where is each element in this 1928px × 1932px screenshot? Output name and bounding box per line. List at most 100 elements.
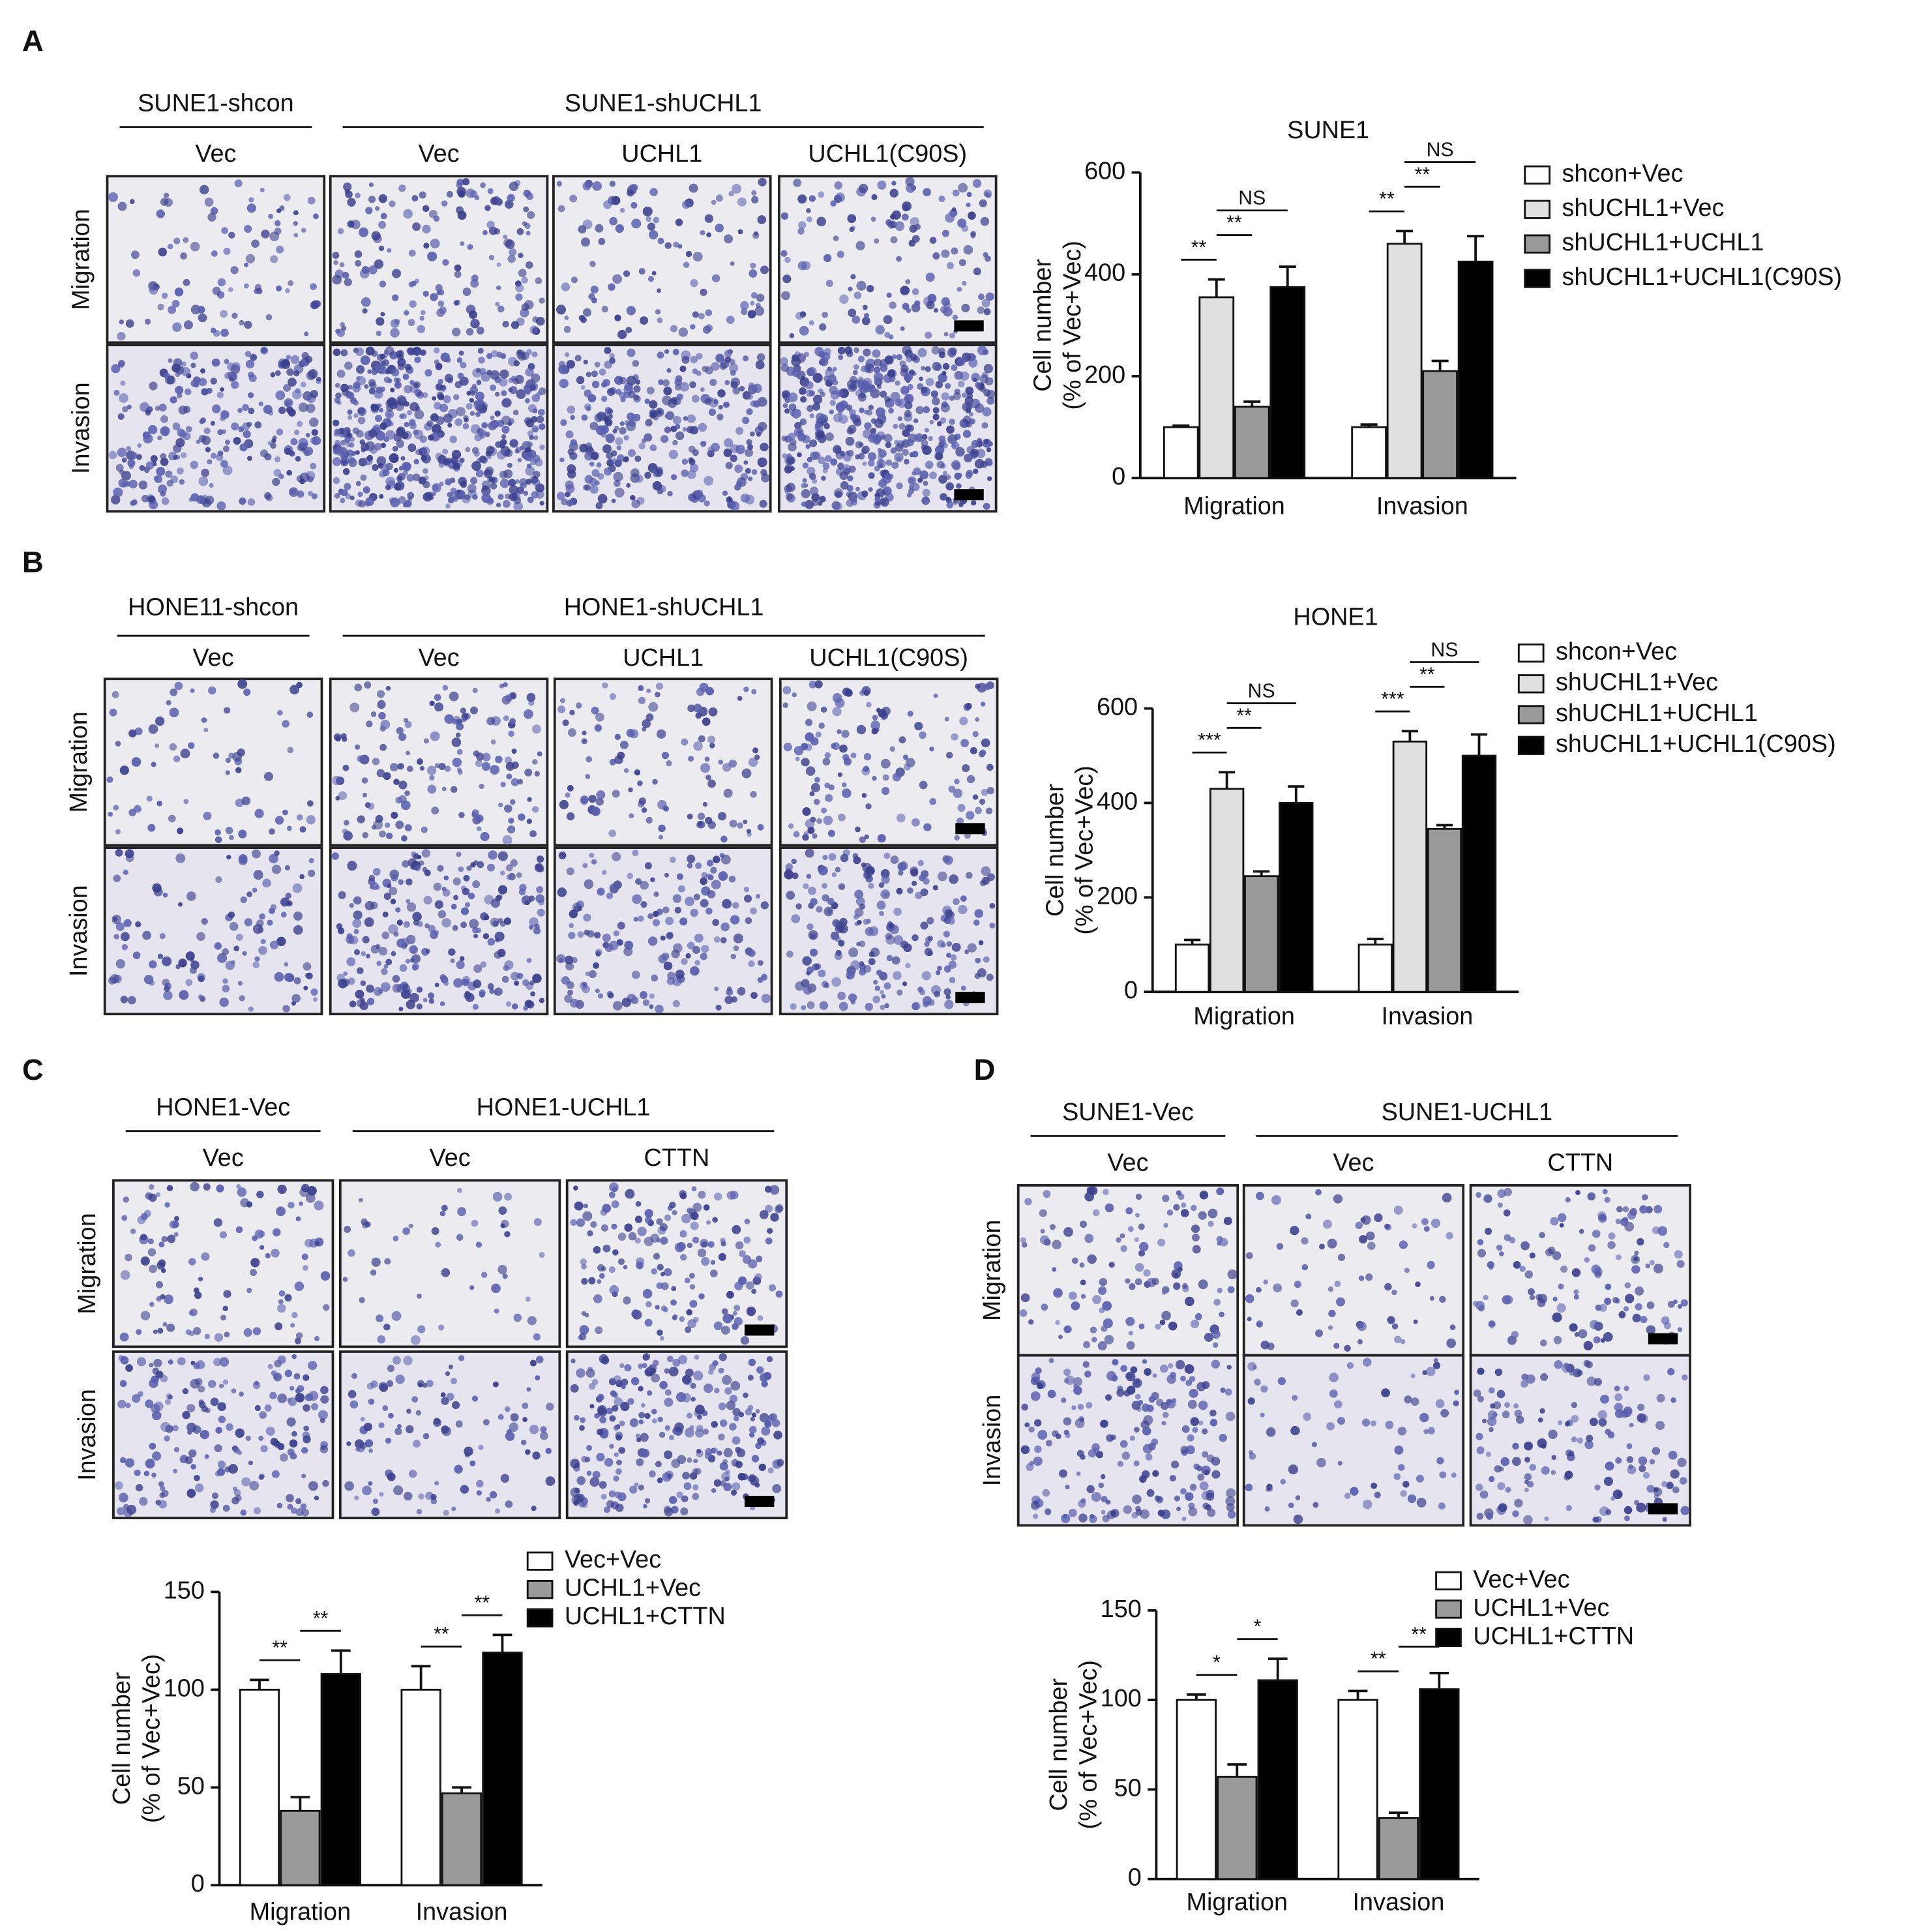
cell (140, 1234, 147, 1241)
cell (722, 1313, 733, 1324)
cell (482, 484, 488, 492)
cell (164, 1294, 173, 1305)
cell (947, 917, 955, 925)
cell (378, 194, 387, 203)
cell (904, 409, 912, 417)
cell (733, 933, 743, 944)
cell (695, 712, 702, 719)
cell (385, 832, 393, 840)
cell (908, 488, 915, 494)
cell (1128, 1226, 1134, 1232)
cell (478, 1444, 484, 1450)
cell (984, 439, 989, 445)
cell (707, 446, 715, 454)
cell (838, 1002, 848, 1011)
cell (443, 413, 453, 423)
cell (1655, 1421, 1665, 1431)
cell (185, 979, 193, 987)
cell (517, 779, 524, 785)
cell (243, 262, 249, 267)
cell (471, 275, 479, 282)
cell (454, 299, 461, 306)
cell (1045, 1440, 1053, 1447)
cell (1603, 1476, 1614, 1486)
cell (1427, 1260, 1435, 1270)
cell (534, 863, 544, 872)
cell (1227, 1269, 1238, 1279)
cell (1063, 1378, 1069, 1384)
cell (475, 760, 483, 767)
cell (957, 472, 962, 478)
cell (529, 980, 535, 986)
cell (814, 680, 823, 689)
cell (316, 376, 321, 382)
cell (1280, 1479, 1286, 1485)
cell (155, 716, 165, 726)
cell (361, 951, 366, 957)
cell (395, 820, 404, 829)
cell (499, 479, 510, 488)
cell (412, 964, 418, 971)
cell (521, 303, 529, 311)
cell (1529, 1464, 1537, 1471)
cell (810, 782, 821, 793)
cell (782, 702, 789, 708)
cell (311, 429, 318, 436)
cell (1173, 1282, 1181, 1290)
y-tick-label: 0 (1112, 463, 1125, 490)
cell (469, 919, 479, 929)
cell (949, 333, 956, 339)
cell (1497, 1202, 1503, 1208)
cell (775, 1290, 783, 1298)
cell (652, 481, 662, 491)
cell (215, 876, 222, 884)
cell (414, 865, 421, 872)
micrograph (329, 677, 549, 847)
cell (1635, 1286, 1644, 1296)
cell (176, 393, 183, 399)
cell (163, 192, 170, 198)
cell (1357, 1321, 1367, 1331)
cell (857, 919, 862, 925)
micrograph (103, 846, 323, 1016)
cell (288, 408, 296, 417)
cell (1037, 1430, 1048, 1440)
cell (228, 231, 235, 239)
cell (502, 1273, 508, 1279)
cell (606, 892, 614, 899)
cell (514, 449, 520, 454)
cell (661, 751, 670, 760)
cell (293, 1373, 301, 1380)
cell (417, 1325, 426, 1333)
cell (203, 427, 211, 434)
cell (164, 1202, 170, 1208)
cell (1041, 1303, 1048, 1311)
cell (668, 1367, 679, 1377)
cell (211, 358, 220, 367)
cell (837, 991, 846, 1000)
cell (378, 711, 386, 720)
cell (609, 357, 615, 364)
cell (151, 1472, 156, 1478)
cell (428, 925, 436, 933)
cell (445, 480, 451, 486)
cell (529, 435, 534, 440)
cell (215, 1470, 221, 1477)
cell (584, 475, 593, 484)
cell (532, 316, 539, 323)
cell (893, 935, 904, 945)
cell (439, 1001, 445, 1007)
cell (949, 436, 954, 441)
cell (640, 1448, 650, 1458)
cell (1385, 1420, 1394, 1429)
cell (573, 1500, 579, 1506)
cell (442, 259, 449, 266)
cell (697, 1248, 707, 1258)
cell (236, 1184, 241, 1189)
cell (1065, 1484, 1070, 1490)
cell (925, 366, 931, 372)
cell (879, 363, 888, 372)
cell (664, 426, 672, 434)
cell (492, 1381, 499, 1388)
cell (1033, 1456, 1043, 1466)
